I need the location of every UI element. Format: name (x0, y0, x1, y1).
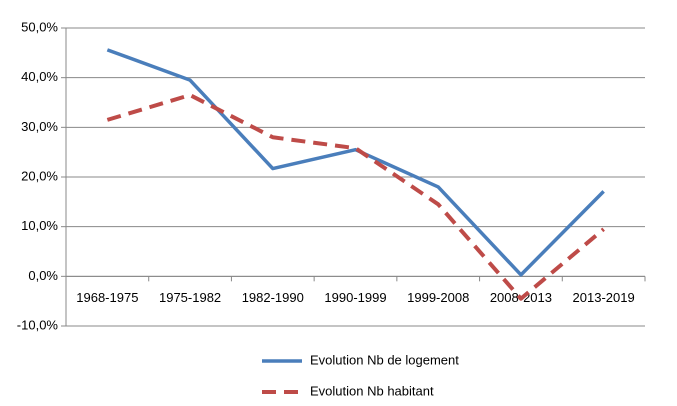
series-line (106, 93, 605, 301)
x-tick-label: 1982-1990 (242, 290, 304, 305)
x-tick-label: 1975-1982 (159, 290, 221, 305)
legend-label: Evolution Nb habitant (310, 383, 434, 398)
x-tick-label: 1990-1999 (324, 290, 386, 305)
x-tick-label: 1999-2008 (407, 290, 469, 305)
y-tick-label: 0,0% (28, 268, 58, 283)
y-tick-label: 20,0% (21, 168, 58, 183)
x-tick-label: 1968-1975 (76, 290, 138, 305)
legend-label: Evolution Nb de logement (310, 352, 459, 367)
x-tick-label: 2013-2019 (573, 290, 635, 305)
series-line (106, 48, 605, 277)
y-tick-label: -10,0% (17, 317, 59, 332)
y-tick-label: 40,0% (21, 69, 58, 84)
y-tick-label: 30,0% (21, 119, 58, 134)
y-tick-label: 50,0% (21, 19, 58, 34)
y-tick-label: 10,0% (21, 218, 58, 233)
